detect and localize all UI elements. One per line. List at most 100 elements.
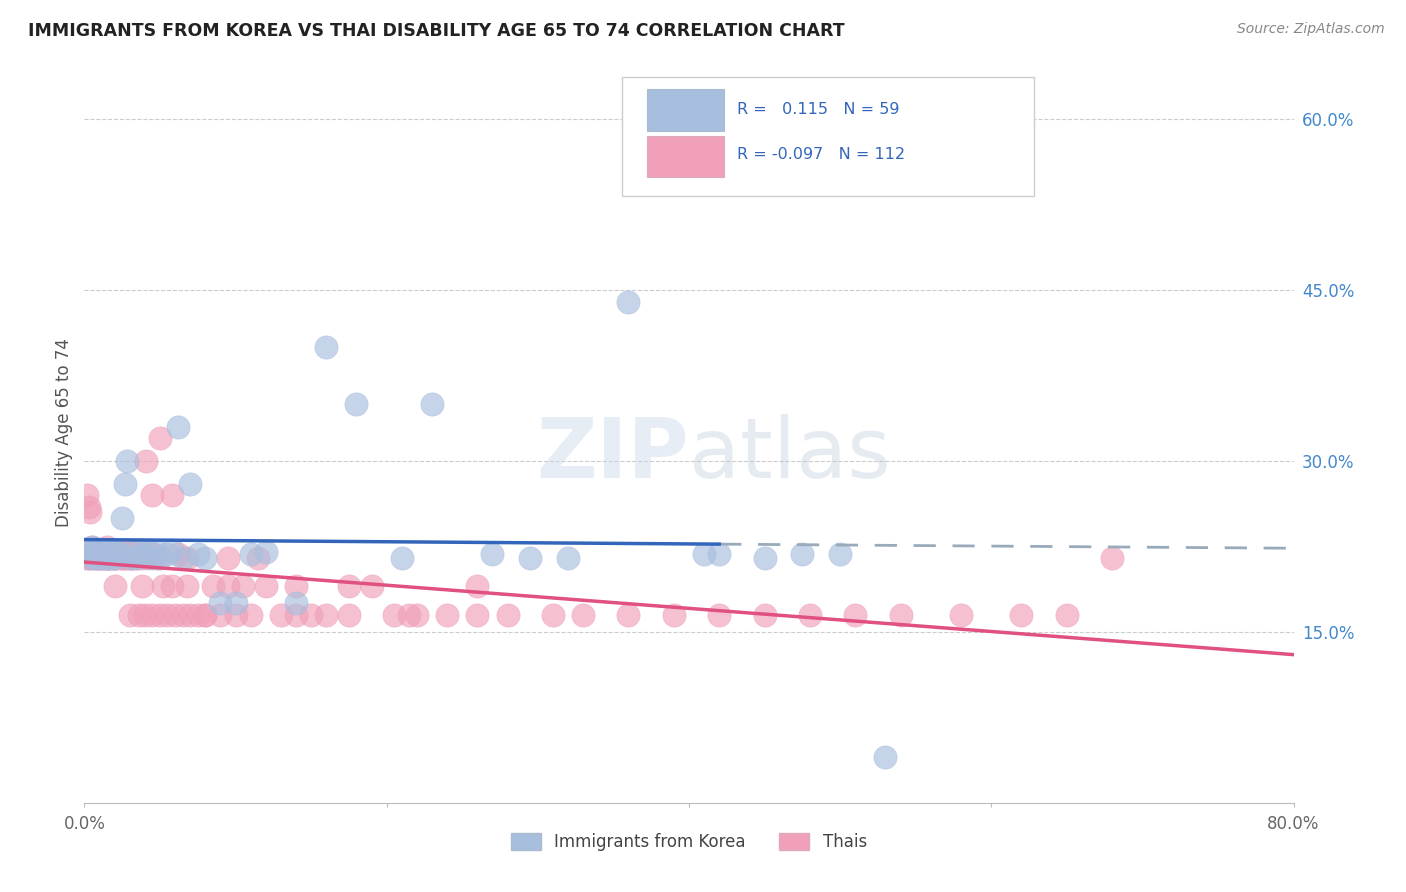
Point [1011, 607, 1033, 622]
Point [80, 540, 103, 554]
Point [519, 550, 541, 565]
Point [194, 607, 217, 622]
Point [160, 579, 183, 593]
Point [90, 550, 112, 565]
Point [100, 545, 122, 559]
Point [360, 579, 382, 593]
Point [98, 545, 121, 559]
Point [890, 607, 912, 622]
Point [285, 607, 308, 622]
Point [111, 548, 134, 562]
Point [131, 550, 153, 565]
Point [141, 607, 163, 622]
Point [115, 545, 138, 559]
Point [118, 607, 141, 622]
Point [121, 550, 143, 565]
Point [97, 550, 120, 565]
Point [91, 550, 114, 565]
Point [131, 579, 153, 593]
Point [254, 545, 277, 559]
Point [104, 550, 127, 565]
Point [209, 607, 232, 622]
Point [75, 550, 97, 565]
Point [79, 505, 101, 519]
FancyBboxPatch shape [647, 136, 724, 178]
Point [136, 543, 159, 558]
Point [406, 607, 429, 622]
Point [115, 454, 138, 468]
Point [179, 607, 201, 622]
Point [127, 550, 149, 565]
Point [315, 607, 337, 622]
Point [89, 543, 111, 558]
Point [315, 340, 337, 354]
Legend: Immigrants from Korea, Thais: Immigrants from Korea, Thais [505, 826, 873, 857]
Point [467, 607, 489, 622]
Point [86, 550, 108, 565]
Point [118, 550, 141, 565]
Point [830, 548, 852, 562]
Point [87, 545, 110, 559]
Point [172, 550, 194, 565]
Point [337, 607, 360, 622]
Point [91, 550, 114, 565]
Point [82, 545, 104, 559]
Point [101, 550, 124, 565]
Point [117, 548, 139, 562]
Point [108, 545, 131, 559]
Point [120, 550, 142, 565]
Text: ZIP: ZIP [537, 414, 689, 495]
Point [662, 607, 685, 622]
Point [950, 607, 973, 622]
Point [80, 540, 103, 554]
Point [104, 579, 127, 593]
Point [93, 545, 115, 559]
Point [96, 540, 118, 554]
Point [111, 550, 134, 565]
Point [138, 545, 160, 559]
Point [152, 579, 174, 593]
Point [108, 545, 131, 559]
Point [128, 607, 150, 622]
Point [391, 550, 413, 565]
Point [160, 543, 183, 558]
Point [134, 607, 156, 622]
Text: atlas: atlas [689, 414, 890, 495]
Point [541, 607, 564, 622]
Point [709, 548, 731, 562]
Point [84, 545, 107, 559]
Point [225, 597, 247, 611]
FancyBboxPatch shape [647, 89, 724, 130]
Point [176, 550, 198, 565]
Point [93, 545, 115, 559]
Point [146, 545, 169, 559]
Point [285, 579, 308, 593]
Point [100, 548, 122, 562]
Point [176, 579, 198, 593]
Point [337, 579, 360, 593]
Point [87, 545, 110, 559]
Point [111, 511, 134, 525]
Point [120, 550, 142, 565]
Point [96, 550, 118, 565]
Point [82, 550, 104, 565]
Point [299, 607, 322, 622]
Point [239, 607, 262, 622]
Point [617, 607, 640, 622]
Point [98, 550, 121, 565]
Point [467, 579, 489, 593]
Text: Source: ZipAtlas.com: Source: ZipAtlas.com [1237, 22, 1385, 37]
Point [77, 550, 100, 565]
Point [1101, 550, 1123, 565]
Point [754, 607, 776, 622]
Point [122, 545, 145, 559]
Text: IMMIGRANTS FROM KOREA VS THAI DISABILITY AGE 65 TO 74 CORRELATION CHART: IMMIGRANTS FROM KOREA VS THAI DISABILITY… [28, 22, 845, 40]
Point [125, 548, 148, 562]
Point [97, 545, 120, 559]
Point [96, 548, 118, 562]
Point [285, 597, 308, 611]
Text: R = -0.097   N = 112: R = -0.097 N = 112 [737, 147, 905, 162]
Point [105, 550, 128, 565]
Point [94, 548, 117, 562]
Point [1056, 607, 1078, 622]
